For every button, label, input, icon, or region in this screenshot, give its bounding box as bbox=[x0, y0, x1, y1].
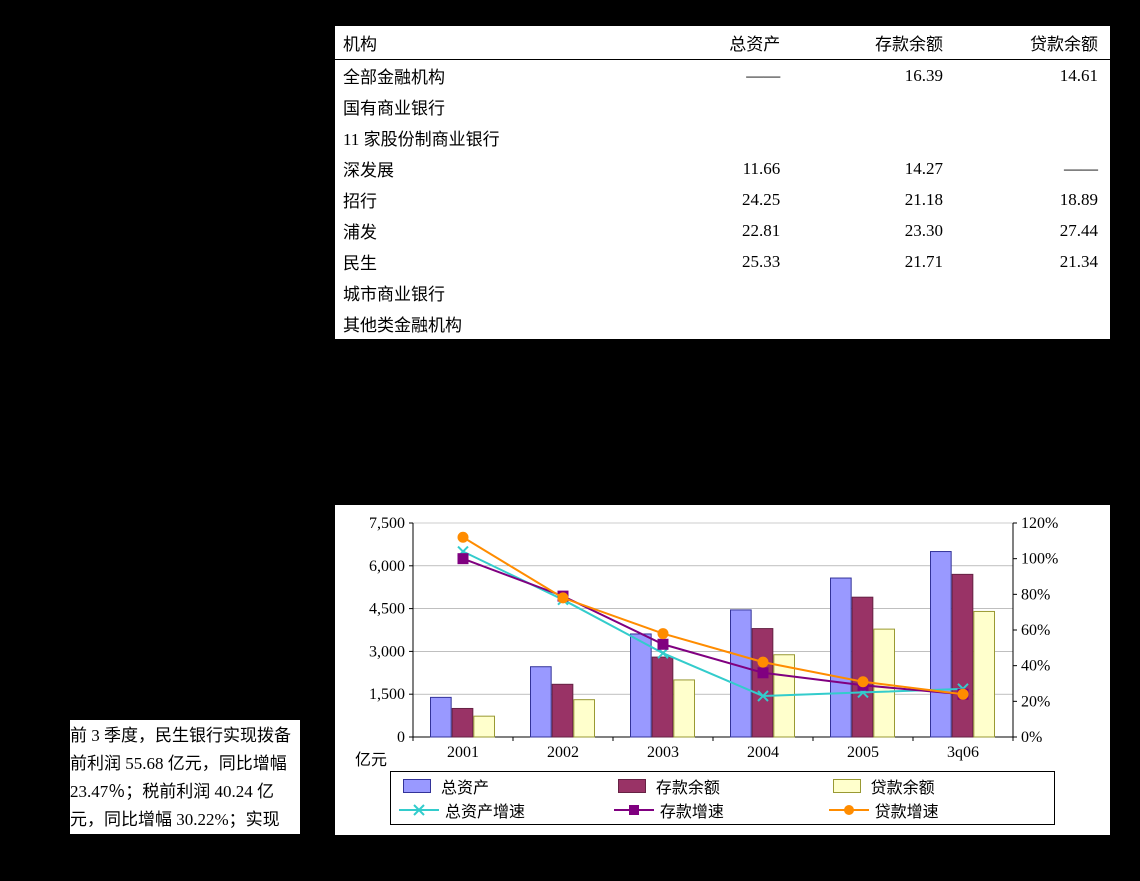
legend-item: 贷款增速 bbox=[827, 798, 1042, 822]
svg-text:3,000: 3,000 bbox=[369, 643, 405, 660]
table-cell bbox=[630, 91, 793, 122]
svg-text:2001: 2001 bbox=[447, 744, 479, 761]
table-cell: 21.18 bbox=[792, 184, 955, 215]
legend-swatch bbox=[403, 779, 431, 793]
table-row: 浦发22.8123.3027.44 bbox=[335, 215, 1110, 246]
svg-text:120%: 120% bbox=[1021, 515, 1058, 532]
table-cell: 其他类金融机构 bbox=[335, 308, 630, 339]
table-header: 贷款余额 bbox=[955, 26, 1110, 60]
table-cell: 18.89 bbox=[955, 184, 1110, 215]
table-cell bbox=[955, 308, 1110, 339]
table-cell: 24.25 bbox=[630, 184, 793, 215]
legend-label: 存款增速 bbox=[660, 798, 724, 822]
table-cell: 城市商业银行 bbox=[335, 277, 630, 308]
table-cell bbox=[630, 308, 793, 339]
svg-text:3q06: 3q06 bbox=[947, 744, 979, 761]
y-axis-unit: 亿元 bbox=[355, 746, 387, 770]
table-row: 11 家股份制商业银行 bbox=[335, 122, 1110, 153]
table-cell bbox=[955, 122, 1110, 153]
legend-swatch bbox=[618, 779, 646, 793]
table-cell: —— bbox=[630, 60, 793, 92]
svg-text:2002: 2002 bbox=[547, 744, 579, 761]
svg-text:0%: 0% bbox=[1021, 729, 1042, 746]
legend-line-icon bbox=[829, 803, 869, 817]
legend-label: 总资产增速 bbox=[445, 798, 525, 822]
svg-text:60%: 60% bbox=[1021, 622, 1050, 639]
table-cell: 招行 bbox=[335, 184, 630, 215]
table-cell bbox=[792, 91, 955, 122]
svg-text:2004: 2004 bbox=[747, 744, 779, 761]
table-cell bbox=[792, 308, 955, 339]
legend-label: 贷款增速 bbox=[875, 798, 939, 822]
svg-text:7,500: 7,500 bbox=[369, 515, 405, 532]
table-row: 深发展11.6614.27—— bbox=[335, 153, 1110, 184]
legend-item: 贷款余额 bbox=[827, 774, 1042, 798]
table-cell: 14.61 bbox=[955, 60, 1110, 92]
svg-text:6,000: 6,000 bbox=[369, 558, 405, 575]
table-row: 城市商业银行 bbox=[335, 277, 1110, 308]
table-cell: 25.33 bbox=[630, 246, 793, 277]
svg-text:4,500: 4,500 bbox=[369, 601, 405, 618]
table-cell bbox=[630, 122, 793, 153]
table-cell bbox=[955, 277, 1110, 308]
table-cell: 27.44 bbox=[955, 215, 1110, 246]
svg-text:1,500: 1,500 bbox=[369, 686, 405, 703]
svg-text:80%: 80% bbox=[1021, 586, 1050, 603]
legend-item: 总资产 bbox=[397, 774, 612, 798]
table-cell: 23.30 bbox=[792, 215, 955, 246]
legend-label: 存款余额 bbox=[656, 774, 720, 798]
table-row: 全部金融机构——16.3914.61 bbox=[335, 60, 1110, 92]
growth-table: 机构总资产存款余额贷款余额全部金融机构——16.3914.61国有商业银行11 … bbox=[335, 25, 1110, 340]
table-cell: 11.66 bbox=[630, 153, 793, 184]
table-cell bbox=[630, 277, 793, 308]
table-cell: 22.81 bbox=[630, 215, 793, 246]
table-cell bbox=[792, 122, 955, 153]
table-header: 机构 bbox=[335, 26, 630, 60]
legend-item: 总资产增速 bbox=[397, 798, 612, 822]
legend-label: 贷款余额 bbox=[871, 774, 935, 798]
table-row: 民生25.3321.7121.34 bbox=[335, 246, 1110, 277]
table-row: 其他类金融机构 bbox=[335, 308, 1110, 339]
table-cell: 全部金融机构 bbox=[335, 60, 630, 92]
legend-label: 总资产 bbox=[441, 774, 489, 798]
table-cell: 21.71 bbox=[792, 246, 955, 277]
sidebar-note: 前 3 季度，民生银行实现拨备前利润 55.68 亿元，同比增幅 23.47％；… bbox=[70, 720, 300, 834]
svg-text:0: 0 bbox=[397, 729, 405, 746]
legend-item: 存款增速 bbox=[612, 798, 827, 822]
chart-legend: 总资产 存款余额 贷款余额总资产增速 存款增速 贷款增速 bbox=[390, 771, 1055, 825]
legend-swatch bbox=[833, 779, 861, 793]
table-cell bbox=[955, 91, 1110, 122]
svg-text:20%: 20% bbox=[1021, 693, 1050, 710]
table-cell: 14.27 bbox=[792, 153, 955, 184]
table-cell: 21.34 bbox=[955, 246, 1110, 277]
svg-text:2005: 2005 bbox=[847, 744, 879, 761]
table-cell: 11 家股份制商业银行 bbox=[335, 122, 630, 153]
legend-item: 存款余额 bbox=[612, 774, 827, 798]
table-row: 国有商业银行 bbox=[335, 91, 1110, 122]
table-cell bbox=[792, 277, 955, 308]
table-cell: 民生 bbox=[335, 246, 630, 277]
table-cell: 深发展 bbox=[335, 153, 630, 184]
svg-text:100%: 100% bbox=[1021, 551, 1058, 568]
table-cell: 16.39 bbox=[792, 60, 955, 92]
minsheng-chart: 0 1,500 3,000 4,500 6,000 7,500 0% 20% 40% 60% 80%… bbox=[335, 505, 1110, 835]
table-row: 招行24.2521.1818.89 bbox=[335, 184, 1110, 215]
svg-text:2003: 2003 bbox=[647, 744, 679, 761]
legend-line-icon bbox=[614, 803, 654, 817]
legend-line-icon bbox=[399, 803, 439, 817]
table-cell: 浦发 bbox=[335, 215, 630, 246]
table-cell: 国有商业银行 bbox=[335, 91, 630, 122]
table-header: 总资产 bbox=[630, 26, 793, 60]
table-cell: —— bbox=[955, 153, 1110, 184]
svg-text:40%: 40% bbox=[1021, 658, 1050, 675]
table-header: 存款余额 bbox=[792, 26, 955, 60]
